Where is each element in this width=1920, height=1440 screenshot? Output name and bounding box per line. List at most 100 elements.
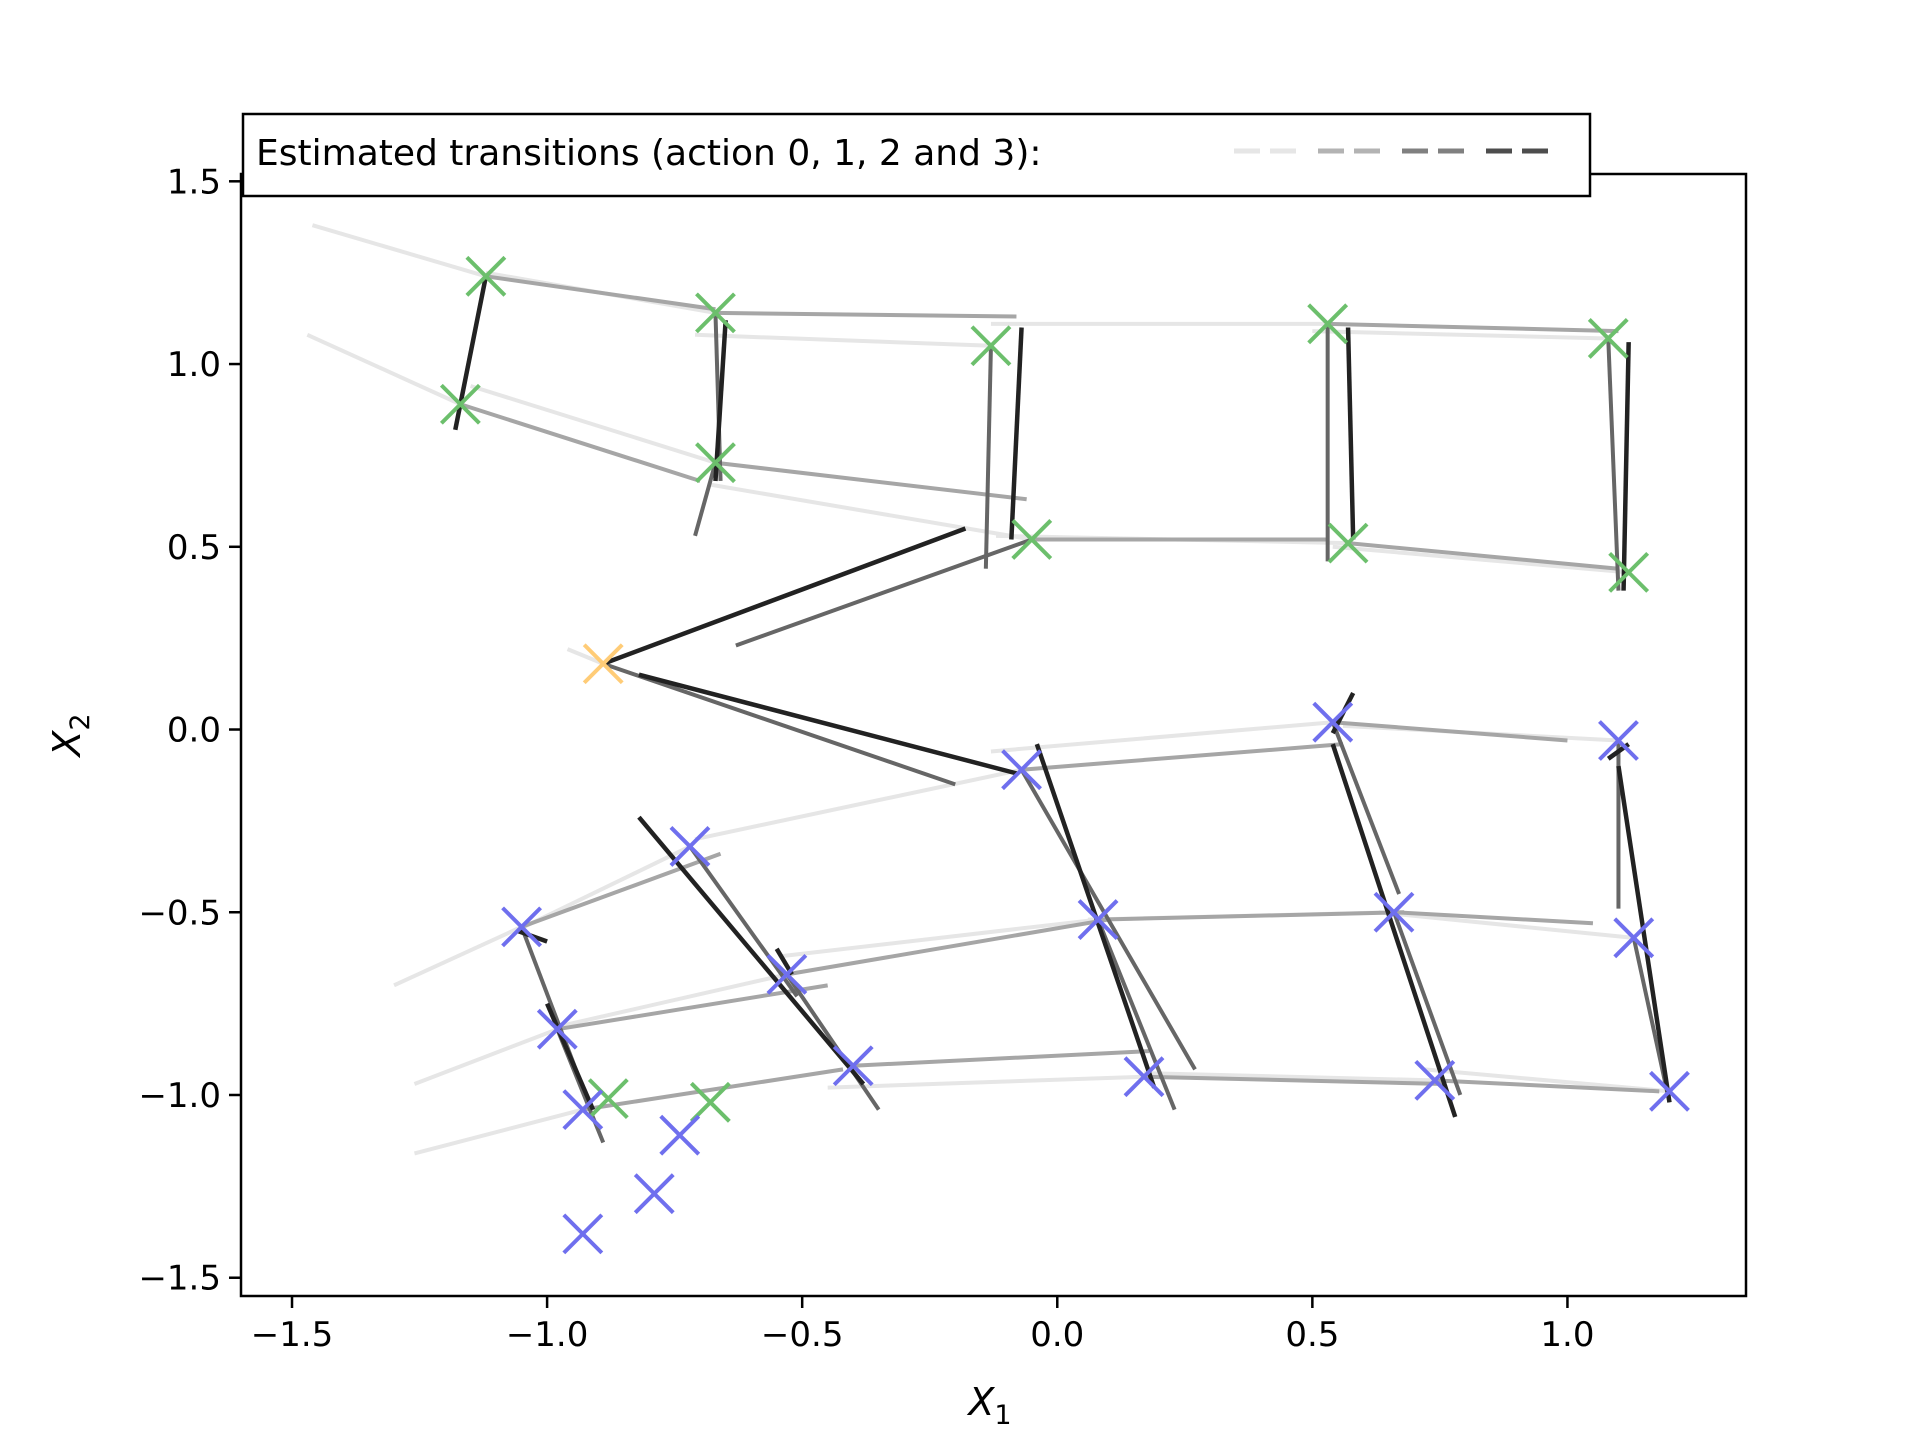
- transition-action-3-60: [602, 526, 967, 666]
- blue-marker-14: [1649, 1070, 1690, 1112]
- transition-action-0-17: [1378, 910, 1634, 940]
- transition-action-1-29: [1327, 321, 1619, 334]
- green-marker-11: [689, 1081, 731, 1123]
- transition-action-2-47: [983, 345, 993, 569]
- transition-action-1-42: [1434, 1078, 1660, 1094]
- transition-action-1-31: [1347, 541, 1619, 571]
- blue-marker-5: [766, 953, 808, 995]
- transition-action-0-8: [1312, 329, 1609, 341]
- transition-action-1-38: [1393, 910, 1594, 926]
- y-tick-label-4: −0.5: [138, 893, 221, 933]
- green-marker-0: [465, 255, 507, 297]
- transition-action-0-1: [306, 332, 462, 407]
- transition-action-1-28: [715, 460, 1027, 502]
- transition-action-1-35: [556, 983, 829, 1032]
- y-axis-ticks: 1.5 1.0 0.5 0.0 −0.5 −1.0 −1.5: [138, 162, 241, 1299]
- transition-action-1-32: [1021, 742, 1344, 772]
- y-tick-label-5: −1.0: [138, 1076, 221, 1116]
- green-marker-7: [1327, 522, 1369, 564]
- transition-action-0-3: [469, 384, 717, 465]
- x-tick-label-0: −1.5: [251, 1315, 334, 1355]
- transition-action-0-11: [694, 767, 1022, 842]
- x-tick-label-3: 0.0: [1030, 1315, 1084, 1355]
- transition-action-1-34: [520, 851, 722, 929]
- blue-marker-1: [1598, 720, 1639, 761]
- transition-action-3-69: [1616, 765, 1672, 1103]
- transition-action-0-5: [710, 482, 1033, 542]
- transition-action-3-71: [1330, 743, 1458, 1118]
- green-marker-6: [1307, 303, 1349, 345]
- transition-action-0-0: [311, 223, 487, 279]
- transition-action-2-56: [785, 973, 881, 1111]
- transition-action-3-63: [713, 320, 728, 482]
- y-tick-label-3: 0.0: [167, 711, 221, 751]
- transition-action-0-21: [1143, 1071, 1435, 1083]
- green-marker-4: [970, 325, 1012, 367]
- transition-action-3-61: [638, 672, 1018, 776]
- transition-action-0-9: [1332, 544, 1629, 575]
- transition-action-1-41: [1143, 1074, 1446, 1087]
- transition-action-0-10: [566, 647, 604, 666]
- state-markers: [439, 255, 1690, 1255]
- x-tick-label-1: −1.0: [506, 1315, 589, 1355]
- transition-action-1-36: [786, 917, 1109, 977]
- blue-marker-12: [1123, 1056, 1165, 1098]
- transition-action-2-53: [688, 845, 799, 998]
- transition-action-1-39: [582, 1067, 844, 1112]
- transition-action-0-15: [781, 917, 1099, 959]
- blue-marker-9: [536, 1008, 578, 1050]
- orange-marker-0: [582, 643, 624, 685]
- blue-marker-16: [633, 1173, 675, 1215]
- x-tick-label-4: 0.5: [1285, 1315, 1339, 1355]
- transition-lines: [306, 223, 1672, 1156]
- transition-action-2-52: [1019, 768, 1197, 1071]
- green-marker-1: [439, 383, 481, 425]
- x-tick-label-5: 1.0: [1540, 1315, 1594, 1355]
- transition-action-0-4: [694, 332, 992, 348]
- transition-action-2-45: [713, 312, 723, 482]
- transition-action-1-27: [459, 402, 701, 483]
- legend: Estimated transitions (action 0, 1, 2 an…: [241, 112, 1592, 198]
- blue-marker-6: [1077, 899, 1119, 940]
- y-tick-label-1: 1.0: [167, 345, 221, 385]
- transition-action-2-49: [1606, 338, 1621, 591]
- green-marker-5: [1011, 519, 1053, 560]
- blue-marker-0: [1312, 701, 1354, 743]
- transition-action-3-66: [1621, 342, 1631, 591]
- transition-action-2-43: [735, 537, 1033, 648]
- transition-action-1-33: [1332, 720, 1568, 743]
- blue-marker-15: [659, 1114, 701, 1156]
- transition-action-0-14: [393, 925, 523, 988]
- x-axis-ticks: −1.5 −1.0 −0.5 0.0 0.5 1.0: [251, 1296, 1594, 1355]
- transition-action-0-12: [990, 720, 1333, 754]
- blue-marker-17: [562, 1213, 604, 1255]
- green-marker-2: [695, 292, 736, 334]
- transition-action-1-37: [1098, 910, 1405, 922]
- transition-action-3-64: [1009, 327, 1024, 540]
- blue-marker-3: [669, 826, 711, 867]
- green-marker-9: [1608, 551, 1650, 593]
- y-tick-label-6: −1.5: [138, 1259, 221, 1299]
- blue-marker-8: [1613, 917, 1655, 959]
- blue-marker-11: [832, 1045, 874, 1087]
- blue-marker-2: [1001, 749, 1042, 791]
- blue-marker-7: [1373, 891, 1415, 933]
- green-marker-10: [587, 1078, 629, 1120]
- green-marker-3: [695, 442, 736, 484]
- x-axis-label: X1: [966, 1380, 1011, 1431]
- transition-action-2-57: [1096, 918, 1177, 1111]
- transition-action-0-19: [413, 1027, 559, 1086]
- blue-marker-13: [1414, 1059, 1456, 1101]
- transition-action-0-20: [827, 1074, 1145, 1090]
- green-marker-8: [1587, 318, 1629, 359]
- transition-action-1-26: [715, 310, 1017, 319]
- transition-action-0-22: [1424, 1067, 1670, 1094]
- transition-action-3-65: [1345, 327, 1356, 540]
- y-tick-label-0: 1.5: [167, 162, 221, 202]
- transition-action-1-40: [853, 1049, 1150, 1068]
- legend-box: [241, 112, 1592, 198]
- transition-action-1-25: [485, 274, 716, 312]
- y-axis-label: X2: [45, 713, 96, 758]
- y-tick-label-2: 0.5: [167, 528, 221, 568]
